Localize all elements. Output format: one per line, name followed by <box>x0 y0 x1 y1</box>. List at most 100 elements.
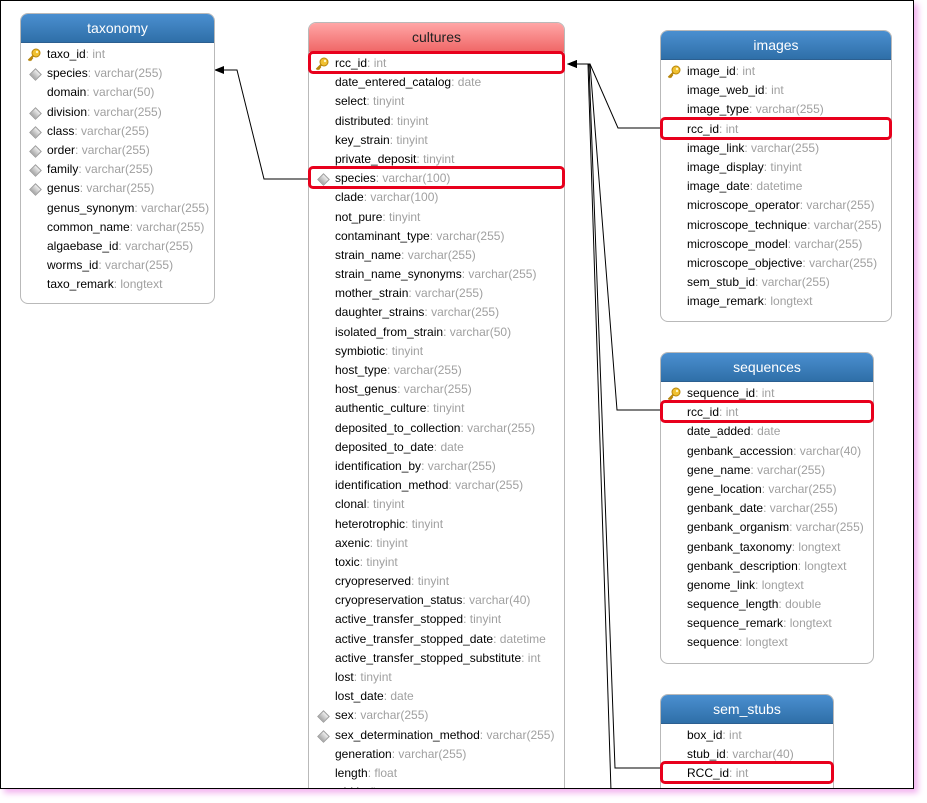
column-row[interactable]: deposited_to_collectionvarchar(255) <box>309 419 564 438</box>
column-row[interactable]: genbank_organismvarchar(255) <box>661 518 873 537</box>
column-row[interactable]: microscope_modelvarchar(255) <box>661 235 891 254</box>
column-row[interactable]: selecttinyint <box>309 92 564 111</box>
column-row[interactable]: sem_stub_idvarchar(255) <box>661 273 891 292</box>
column-row[interactable]: image_datedatetime <box>661 177 891 196</box>
column-row[interactable]: lost_datedate <box>309 687 564 706</box>
column-row[interactable]: speciesvarchar(255) <box>21 64 214 83</box>
column-row[interactable]: date_entered_catalogdate <box>309 73 564 92</box>
column-row[interactable]: gene_locationvarchar(255) <box>661 480 873 499</box>
column-row[interactable]: image_remarklongtext <box>661 292 891 311</box>
column-row[interactable]: familyvarchar(255) <box>21 160 214 179</box>
column-row[interactable]: key_straintinyint <box>309 131 564 150</box>
column-row[interactable]: host_genusvarchar(255) <box>309 380 564 399</box>
column-row[interactable]: genbank_taxonomylongtext <box>661 538 873 557</box>
column-row[interactable]: symbiotictinyint <box>309 342 564 361</box>
column-row[interactable]: taxo_idint <box>21 45 214 64</box>
column-row[interactable]: active_transfer_stoppedtinyint <box>309 610 564 629</box>
table-title[interactable]: images <box>661 31 891 60</box>
column-row[interactable]: taxo_remarklongtext <box>21 275 214 294</box>
column-row[interactable]: RCC_idint <box>661 764 833 783</box>
table-title[interactable]: cultures <box>309 23 564 52</box>
column-row[interactable]: cryopreservation_statusvarchar(40) <box>309 591 564 610</box>
column-row[interactable]: distributedtinyint <box>309 112 564 131</box>
column-row[interactable]: genbank_accessionvarchar(40) <box>661 442 873 461</box>
column-row[interactable]: genbank_descriptionlongtext <box>661 557 873 576</box>
column-row[interactable]: image_web_idint <box>661 81 891 100</box>
column-type: int <box>719 122 738 136</box>
column-row[interactable]: sequencelongtext <box>661 633 873 652</box>
column-row[interactable]: genus_synonymvarchar(255) <box>21 199 214 218</box>
column-row[interactable]: microscope_techniquevarchar(255) <box>661 216 891 235</box>
column-type: date <box>750 424 780 438</box>
column-row[interactable]: rcc_idint <box>309 54 564 73</box>
column-row[interactable]: not_puretinyint <box>309 208 564 227</box>
column-type: varchar(255) <box>88 66 163 80</box>
column-row[interactable]: box_positionvarchar(40) <box>661 784 833 788</box>
column-row[interactable]: box_idint <box>661 726 833 745</box>
column-row[interactable]: speciesvarchar(100) <box>309 169 564 188</box>
column-row[interactable]: sequence_idint <box>661 384 873 403</box>
column-row[interactable]: genbank_datevarchar(255) <box>661 499 873 518</box>
column-row[interactable]: image_typevarchar(255) <box>661 100 891 119</box>
column-row[interactable]: domainvarchar(50) <box>21 83 214 102</box>
column-row[interactable]: genusvarchar(255) <box>21 179 214 198</box>
column-row[interactable]: cryopreservedtinyint <box>309 572 564 591</box>
table-title[interactable]: sequences <box>661 353 873 382</box>
key-icon <box>667 65 681 79</box>
column-row[interactable]: image_idint <box>661 62 891 81</box>
column-row[interactable]: widthfloat <box>309 783 564 788</box>
column-row[interactable]: losttinyint <box>309 668 564 687</box>
column-row[interactable]: active_transfer_stopped_datedatetime <box>309 630 564 649</box>
column-type: tinyint <box>390 133 428 147</box>
column-row[interactable]: sexvarchar(255) <box>309 706 564 725</box>
column-row[interactable]: contaminant_typevarchar(255) <box>309 227 564 246</box>
column-row[interactable]: strain_namevarchar(255) <box>309 246 564 265</box>
column-row[interactable]: heterotrophictinyint <box>309 515 564 534</box>
column-row[interactable]: gene_namevarchar(255) <box>661 461 873 480</box>
column-row[interactable]: daughter_strainsvarchar(255) <box>309 303 564 322</box>
column-row[interactable]: microscope_objectivevarchar(255) <box>661 254 891 273</box>
table-sequences[interactable]: sequences sequence_idintrcc_idintdate_add… <box>660 352 874 664</box>
column-row[interactable]: authentic_culturetinyint <box>309 399 564 418</box>
column-row[interactable]: genome_linklongtext <box>661 576 873 595</box>
column-row[interactable]: identification_methodvarchar(255) <box>309 476 564 495</box>
column-row[interactable]: stub_idvarchar(40) <box>661 745 833 764</box>
column-row[interactable]: sequence_lengthdouble <box>661 595 873 614</box>
column-row[interactable]: sex_determination_methodvarchar(255) <box>309 726 564 745</box>
column-row[interactable]: rcc_idint <box>661 120 891 139</box>
table-images[interactable]: images image_idintimage_web_idintimage_ty… <box>660 30 892 322</box>
column-name: worms_id <box>47 258 99 273</box>
column-row[interactable]: sequence_remarklongtext <box>661 614 873 633</box>
column-row[interactable]: common_namevarchar(255) <box>21 218 214 237</box>
column-row[interactable]: classvarchar(255) <box>21 122 214 141</box>
column-row[interactable]: generationvarchar(255) <box>309 745 564 764</box>
column-type: longtext <box>783 616 832 630</box>
column-row[interactable]: image_linkvarchar(255) <box>661 139 891 158</box>
column-row[interactable]: deposited_to_datedate <box>309 438 564 457</box>
column-row[interactable]: cladevarchar(100) <box>309 188 564 207</box>
column-row[interactable]: toxictinyint <box>309 553 564 572</box>
table-title[interactable]: sem_stubs <box>661 695 833 724</box>
table-title[interactable]: taxonomy <box>21 14 214 43</box>
column-row[interactable]: private_deposittinyint <box>309 150 564 169</box>
column-row[interactable]: image_displaytinyint <box>661 158 891 177</box>
column-row[interactable]: lengthfloat <box>309 764 564 783</box>
column-row[interactable]: mother_strainvarchar(255) <box>309 284 564 303</box>
column-row[interactable]: axenictinyint <box>309 534 564 553</box>
table-cultures[interactable]: cultures rcc_idintdate_entered_catalogdat… <box>308 22 565 788</box>
column-row[interactable]: isolated_from_strainvarchar(50) <box>309 323 564 342</box>
column-row[interactable]: active_transfer_stopped_substituteint <box>309 649 564 668</box>
column-row[interactable]: algaebase_idvarchar(255) <box>21 237 214 256</box>
table-sem-stubs[interactable]: sem_stubs box_idintstub_idvarchar(40)RCC_… <box>660 694 834 788</box>
table-taxonomy[interactable]: taxonomy taxo_idintspeciesvarchar(255)dom… <box>20 13 215 304</box>
column-row[interactable]: host_typevarchar(255) <box>309 361 564 380</box>
column-row[interactable]: clonaltinyint <box>309 495 564 514</box>
column-row[interactable]: rcc_idint <box>661 403 873 422</box>
column-row[interactable]: identification_byvarchar(255) <box>309 457 564 476</box>
column-row[interactable]: divisionvarchar(255) <box>21 103 214 122</box>
column-row[interactable]: ordervarchar(255) <box>21 141 214 160</box>
column-row[interactable]: date_addeddate <box>661 422 873 441</box>
column-row[interactable]: strain_name_synonymsvarchar(255) <box>309 265 564 284</box>
column-row[interactable]: microscope_operatorvarchar(255) <box>661 196 891 215</box>
column-row[interactable]: worms_idvarchar(255) <box>21 256 214 275</box>
